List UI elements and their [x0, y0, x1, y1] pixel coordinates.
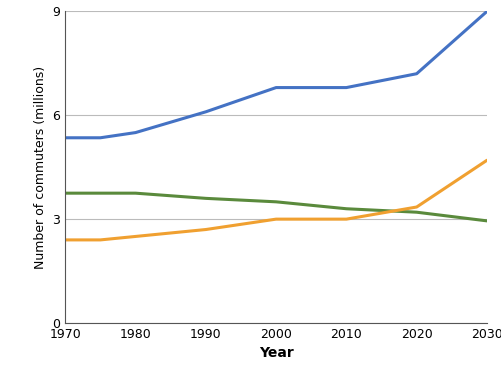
Line: Trains: Trains	[65, 193, 486, 221]
Trains	[343, 206, 349, 211]
Buses	[202, 227, 208, 232]
Trains	[97, 191, 103, 195]
Cars	[62, 136, 68, 140]
Buses	[62, 238, 68, 242]
Buses	[483, 158, 489, 163]
Trains	[413, 210, 419, 214]
Line: Cars: Cars	[65, 11, 486, 138]
Cars	[202, 109, 208, 114]
Trains	[62, 191, 68, 195]
Trains	[132, 191, 138, 195]
Buses	[413, 205, 419, 209]
X-axis label: Year: Year	[258, 347, 293, 360]
Cars	[132, 130, 138, 135]
Buses	[343, 217, 349, 222]
Cars	[413, 71, 419, 76]
Cars	[273, 85, 279, 90]
Y-axis label: Number of commuters (millions): Number of commuters (millions)	[34, 66, 47, 269]
Cars	[97, 136, 103, 140]
Cars	[343, 85, 349, 90]
Buses	[132, 234, 138, 239]
Line: Buses: Buses	[65, 160, 486, 240]
Trains	[202, 196, 208, 201]
Buses	[273, 217, 279, 222]
Buses	[97, 238, 103, 242]
Cars	[483, 9, 489, 14]
Trains	[273, 200, 279, 204]
Trains	[483, 218, 489, 223]
